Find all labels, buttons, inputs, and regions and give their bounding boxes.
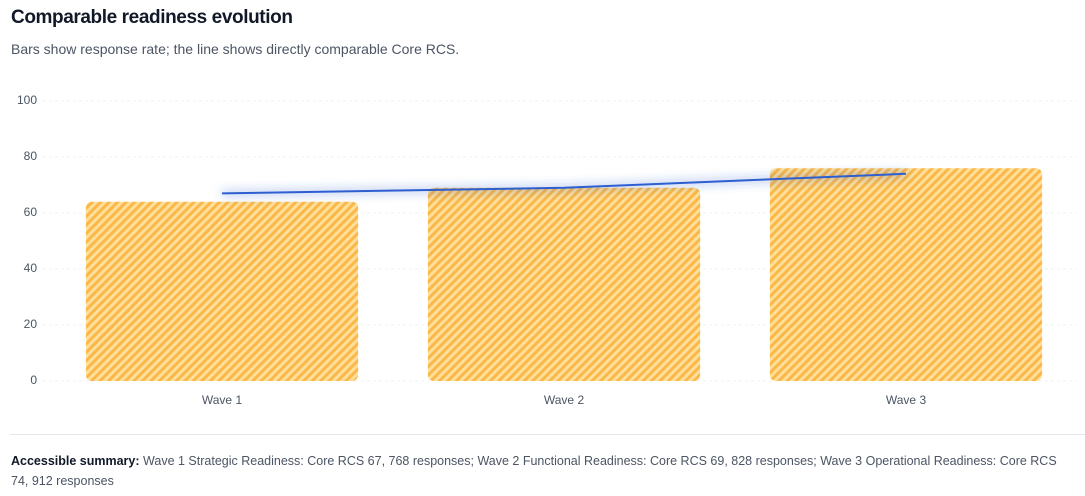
chart-subtitle: Bars show response rate; the line shows …: [11, 41, 460, 57]
chart: 0 20 40 60 80 100 Wave 1 Wave 2 Wave 3: [17, 93, 1077, 407]
bar: [769, 168, 1043, 381]
line: [221, 172, 907, 195]
separator: [10, 434, 1085, 435]
x-tick-label: Wave 2: [544, 393, 585, 407]
y-tick-label: 20: [24, 317, 38, 331]
x-tick-label: Wave 1: [202, 393, 243, 407]
summary-label: Accessible summary:: [11, 454, 140, 468]
y-tick-label: 0: [30, 373, 37, 387]
y-tick-label: 60: [24, 205, 38, 219]
y-tick-label: 80: [24, 149, 38, 163]
chart-title: Comparable readiness evolution: [11, 7, 293, 28]
bar: [85, 201, 359, 381]
summary-text: Wave 1 Strategic Readiness: Core RCS 67,…: [11, 454, 1057, 488]
bar: [427, 187, 701, 381]
accessible-summary: Accessible summary: Wave 1 Strategic Rea…: [11, 451, 1076, 491]
x-tick-label: Wave 3: [886, 393, 927, 407]
y-tick-label: 40: [24, 261, 38, 275]
y-tick-label: 100: [17, 93, 37, 107]
